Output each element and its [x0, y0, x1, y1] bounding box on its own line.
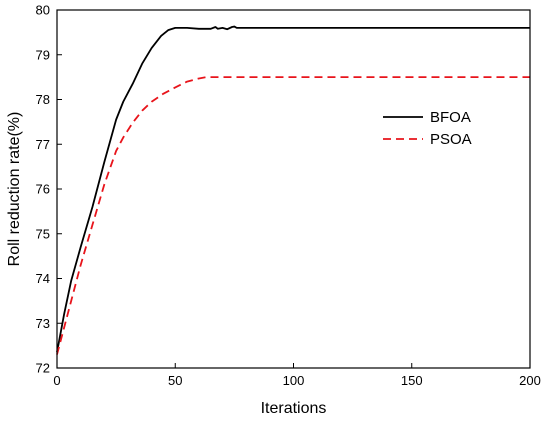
legend-label-psoa: PSOA	[430, 131, 472, 148]
y-tick-label: 72	[36, 361, 50, 376]
y-tick-label: 77	[36, 137, 50, 152]
y-tick-label: 74	[36, 271, 50, 286]
x-axis-title: Iterations	[261, 400, 327, 417]
y-axis-title: Roll reduction rate(%)	[6, 112, 23, 267]
x-tick-label: 200	[519, 373, 541, 388]
y-tick-label: 73	[36, 316, 50, 331]
x-tick-label: 0	[53, 373, 60, 388]
y-tick-label: 76	[36, 182, 50, 197]
plot-area	[56, 25, 530, 355]
y-tick-label: 80	[36, 3, 50, 18]
y-axis-ticks: 72 73 74 75 76 77 78 79 80	[36, 3, 62, 376]
plot-frame	[56, 9, 531, 369]
y-tick-label: 78	[36, 92, 50, 107]
series-line-bfoa	[56, 25, 530, 353]
legend-label-bfoa: BFOA	[430, 109, 471, 126]
x-axis-ticks: 0 50 100 150 200	[53, 363, 541, 388]
legend: BFOA PSOA	[383, 109, 472, 148]
series-line-psoa	[56, 76, 530, 355]
x-tick-label: 50	[168, 373, 182, 388]
x-tick-label: 150	[401, 373, 423, 388]
x-tick-label: 100	[283, 373, 305, 388]
y-tick-label: 79	[36, 47, 50, 62]
y-tick-label: 75	[36, 226, 50, 241]
